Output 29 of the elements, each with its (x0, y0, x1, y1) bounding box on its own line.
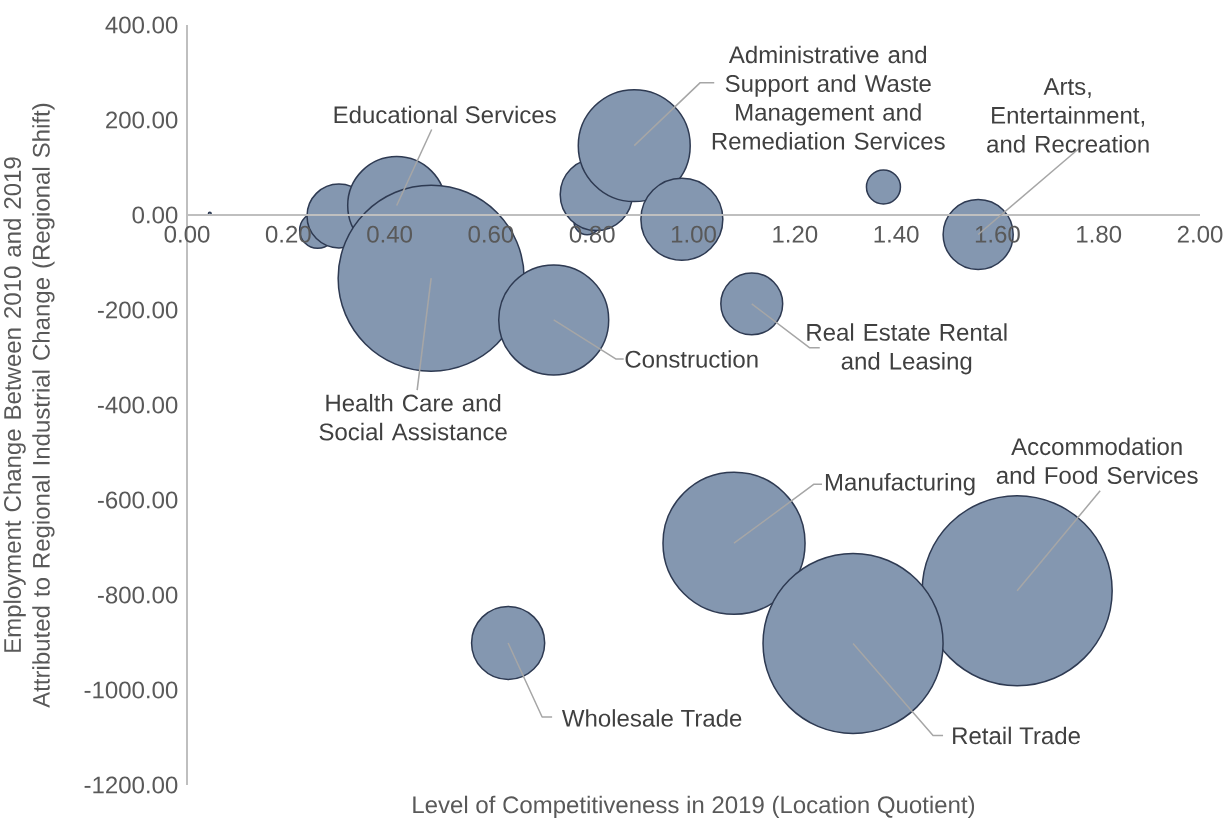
annotation: Construction (625, 350, 758, 368)
y-tick-label: 200.00 (106, 111, 178, 129)
annotation: Manufacturing (825, 473, 975, 496)
x-tick-label: 2.00 (1177, 225, 1223, 243)
x-tick-label: 1.80 (1077, 225, 1122, 243)
y-tick-label: -800.00 (97, 586, 178, 604)
y-axis-title: Employment Change Between 2010 and 2019 Attributed to Regional Industrial Change (Regional Shift) (3, 103, 55, 708)
annotation: Real Estate Rental and Leasing (807, 323, 1007, 375)
annotation: Wholesale Trade (561, 709, 742, 727)
annotation: Accommodation and Food Services (996, 437, 1198, 484)
annotation: Health Care and Social Assistance (319, 393, 507, 441)
x-axis-title: Level of Competitiveness in 2019 (Location Quotient) (413, 795, 975, 819)
y-tick-label: 0.00 (132, 206, 178, 224)
y-tick-label: -1200.00 (84, 776, 178, 794)
annotation: Retail Trade (953, 726, 1080, 745)
y-tick-label: -200.00 (97, 301, 178, 319)
y-tick-label: -600.00 (97, 491, 178, 509)
y-tick-label: -400.00 (97, 396, 178, 414)
x-tick-label: 0.00 (164, 225, 210, 243)
annotation: Administrative and Support and Waste Management and Remediation Services (712, 45, 945, 150)
x-tick-label: 1.20 (773, 225, 818, 243)
x-tick-label: 1.40 (874, 225, 919, 243)
annotation: Arts, Entertainment, and Recreation (987, 78, 1149, 153)
annotation: Educational Services (334, 105, 556, 124)
y-tick-label: 400.00 (105, 16, 178, 34)
x-tick-label: 0.60 (468, 225, 514, 243)
x-tick-label: 1.00 (671, 225, 716, 243)
x-tick-label: 0.40 (367, 225, 413, 243)
y-tick-label: -1000.00 (84, 681, 178, 699)
